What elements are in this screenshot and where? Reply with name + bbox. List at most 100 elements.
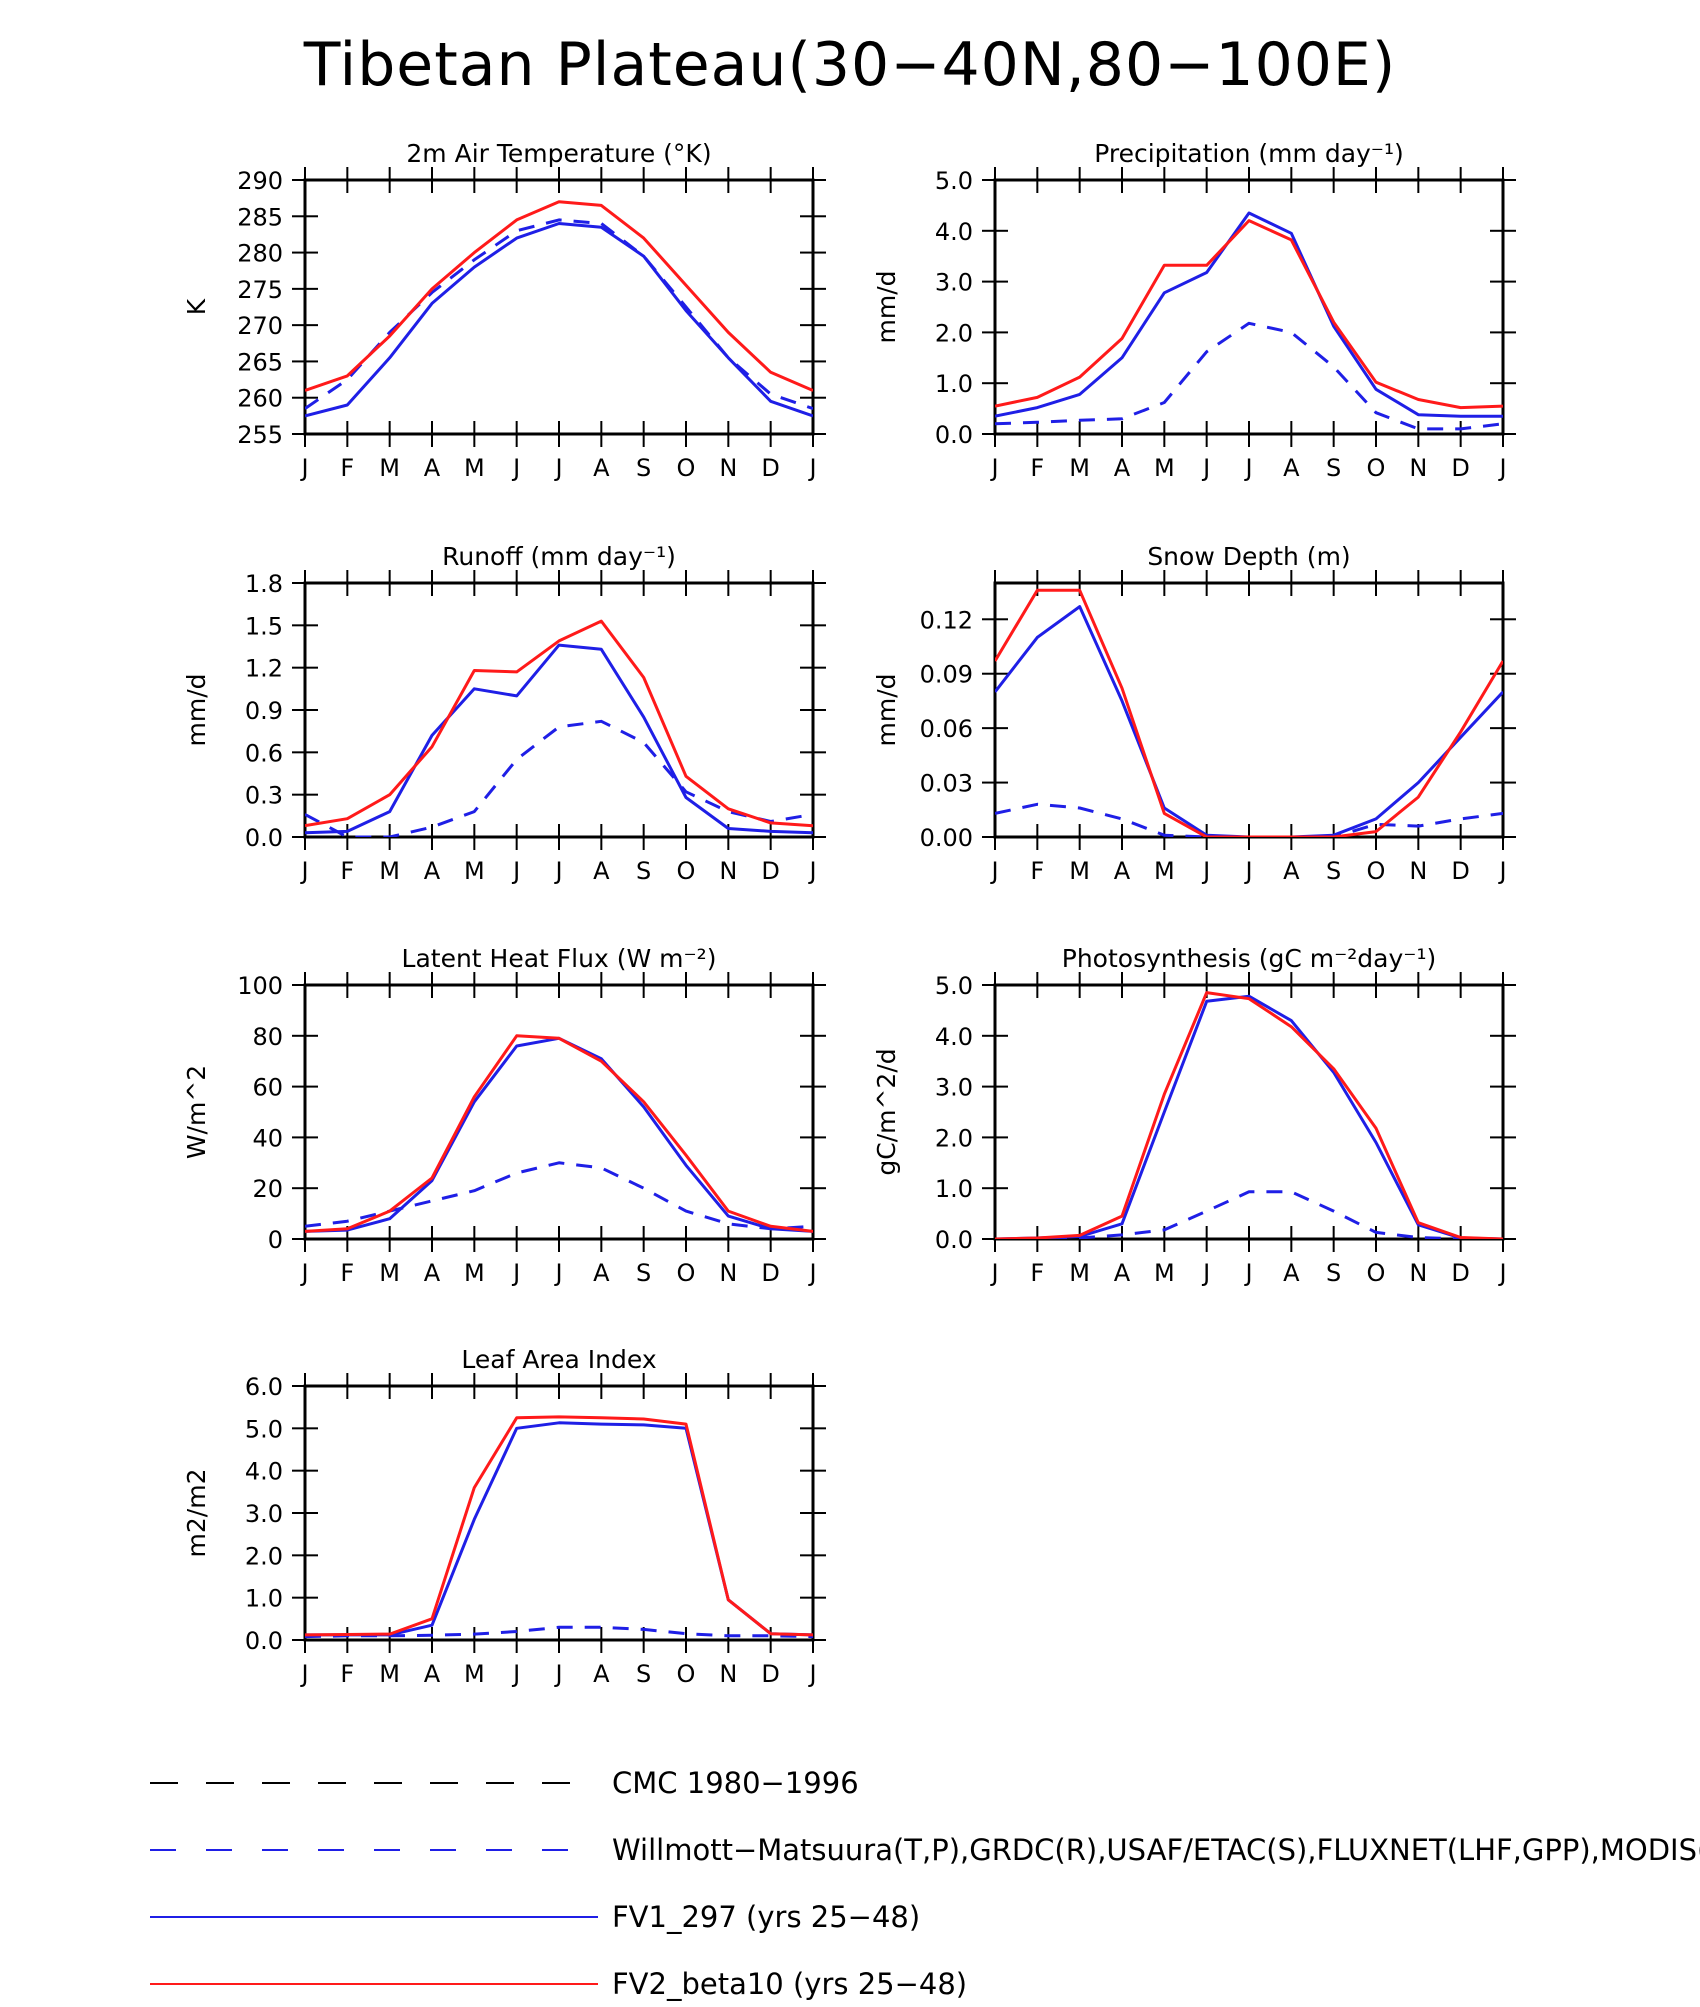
- x-tick-label: D: [1451, 1259, 1469, 1287]
- x-tick-label: A: [593, 1660, 610, 1688]
- y-tick-label: 0.00: [920, 824, 973, 852]
- x-tick-label: S: [636, 857, 651, 885]
- legend-label: CMC 1980−1996: [612, 1766, 859, 1800]
- x-tick-label: N: [1409, 454, 1427, 482]
- x-tick-label: N: [719, 454, 737, 482]
- x-tick-label: O: [1367, 857, 1386, 885]
- x-tick-label: F: [340, 1259, 354, 1287]
- y-tick-label: 20: [252, 1175, 283, 1203]
- x-tick-label: A: [424, 1259, 441, 1287]
- x-tick-label: J: [1243, 1259, 1252, 1287]
- x-tick-label: M: [464, 857, 485, 885]
- x-tick-label: J: [1497, 1259, 1506, 1287]
- series-line-fv1: [305, 643, 813, 835]
- x-tick-label: M: [1069, 454, 1090, 482]
- x-tick-label: S: [636, 454, 651, 482]
- x-tick-label: F: [340, 1660, 354, 1688]
- x-tick-label: N: [719, 1660, 737, 1688]
- x-tick-label: M: [1154, 1259, 1175, 1287]
- x-tick-label: D: [761, 1660, 779, 1688]
- series-line-fv2: [995, 219, 1503, 410]
- plot-frame: [303, 178, 815, 436]
- y-tick-label: 2.0: [935, 1124, 973, 1152]
- y-axis-label: gC/m^2/d: [872, 1048, 901, 1175]
- x-tick-label: M: [464, 454, 485, 482]
- x-tick-label: A: [593, 857, 610, 885]
- x-tick-label: N: [1409, 857, 1427, 885]
- panel-2: J F M A M J J A S O N D J0.01.02.03.04.05.0Precipita…: [872, 139, 1516, 482]
- y-axis-label: m2/m2: [182, 1469, 211, 1558]
- x-tick-label: A: [424, 857, 441, 885]
- y-tick-label: 265: [237, 348, 283, 376]
- y-tick-label: 60: [252, 1074, 283, 1102]
- y-tick-label: 0: [268, 1226, 283, 1254]
- y-tick-label: 4.0: [935, 218, 973, 246]
- x-tick-label: J: [989, 454, 998, 482]
- x-tick-label: D: [761, 857, 779, 885]
- y-tick-label: 5.0: [935, 972, 973, 1000]
- series-line-fv1: [995, 994, 1503, 1239]
- panel-1: J F M A M J J A S O N D J2552602652702752802852902m …: [182, 139, 826, 482]
- plot-frame: [993, 983, 1505, 1241]
- x-tick-label: N: [1409, 1259, 1427, 1287]
- y-tick-label: 285: [237, 203, 283, 231]
- y-tick-label: 0.06: [920, 715, 973, 743]
- x-tick-label: M: [379, 1259, 400, 1287]
- x-tick-label: A: [424, 454, 441, 482]
- legend-label: FV1_297 (yrs 25−48): [612, 1900, 920, 1934]
- x-tick-label: O: [677, 1660, 696, 1688]
- title-temperature: 2m Air Temperature (°K): [406, 139, 711, 168]
- y-axis-label: W/m^2: [182, 1065, 211, 1159]
- x-tick-label: J: [1201, 1259, 1210, 1287]
- y-tick-label: 5.0: [245, 1415, 283, 1443]
- title-latent-heat: Latent Heat Flux (W m⁻²): [402, 944, 717, 973]
- plot-frame: [993, 581, 1505, 839]
- series-line-fv1: [995, 605, 1503, 837]
- x-tick-label: D: [761, 1259, 779, 1287]
- x-tick-label: O: [677, 1259, 696, 1287]
- x-tick-label: O: [1367, 454, 1386, 482]
- x-tick-label: M: [379, 1660, 400, 1688]
- x-tick-label: J: [1243, 454, 1252, 482]
- x-tick-label: N: [719, 1259, 737, 1287]
- x-tick-label: J: [553, 454, 562, 482]
- y-tick-label: 275: [237, 276, 283, 304]
- x-tick-label: O: [1367, 1259, 1386, 1287]
- y-tick-label: 1.2: [245, 655, 283, 683]
- y-tick-label: 6.0: [245, 1373, 283, 1401]
- legend-label: FV2_beta10 (yrs 25−48): [612, 1967, 967, 2001]
- y-tick-label: 4.0: [245, 1458, 283, 1486]
- series-line-obs: [305, 719, 813, 837]
- panel-6: J F M A M J J A S O N D J0.01.02.03.04.05.0Photosynt…: [872, 944, 1516, 1287]
- x-tick-label: A: [1283, 857, 1300, 885]
- x-tick-label: J: [989, 1259, 998, 1287]
- series-line-obs: [995, 802, 1503, 837]
- y-tick-label: 1.8: [245, 570, 283, 598]
- series-line-fv2: [995, 588, 1503, 837]
- y-tick-label: 100: [237, 972, 283, 1000]
- panel-3: J F M A M J J A S O N D J0.00.30.60.91.21.51.8Runoff…: [182, 542, 826, 885]
- x-tick-label: J: [299, 1660, 308, 1688]
- x-tick-label: M: [1154, 454, 1175, 482]
- y-tick-label: 2.0: [245, 1542, 283, 1570]
- x-tick-label: S: [1326, 857, 1341, 885]
- x-tick-label: M: [379, 454, 400, 482]
- x-tick-label: A: [424, 1660, 441, 1688]
- x-tick-label: F: [340, 857, 354, 885]
- x-tick-label: J: [807, 1259, 816, 1287]
- y-axis-label: mm/d: [872, 674, 901, 747]
- x-tick-label: M: [379, 857, 400, 885]
- y-tick-label: 40: [252, 1124, 283, 1152]
- y-tick-label: 1.0: [245, 1585, 283, 1613]
- x-tick-label: J: [511, 1259, 520, 1287]
- x-tick-label: J: [1497, 454, 1506, 482]
- series-line-fv2: [305, 1034, 813, 1233]
- x-tick-label: J: [1201, 454, 1210, 482]
- x-tick-label: J: [1497, 857, 1506, 885]
- x-tick-label: A: [593, 454, 610, 482]
- x-tick-label: J: [299, 454, 308, 482]
- legend-label: Willmott−Matsuura(T,P),GRDC(R),USAF/ETAC…: [612, 1833, 1700, 1867]
